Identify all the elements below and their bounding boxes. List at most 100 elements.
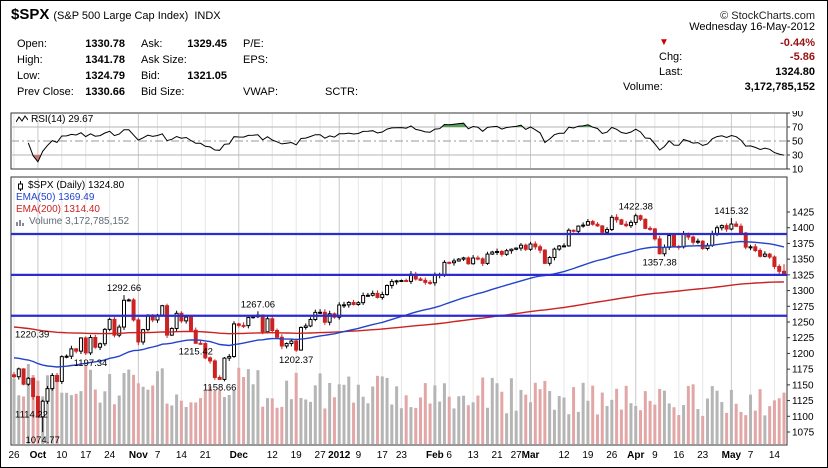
rsi-oversold-fill xyxy=(32,155,41,162)
date-axis-label: 13 xyxy=(468,450,480,461)
price-annotation: 1292.66 xyxy=(107,283,141,294)
date-axis-label: Dec xyxy=(230,450,249,461)
symbol: $SPX xyxy=(11,6,50,23)
price-axis-label: 1100 xyxy=(792,412,814,423)
symbol-legend-row: $SPX (Daily) 1324.80 xyxy=(16,180,129,192)
ema200-legend-text: EMA(200) 1314.40 xyxy=(16,204,100,215)
ema200-line xyxy=(13,281,785,335)
volume-legend-row: Volume 3,172,785,152 xyxy=(16,216,129,228)
date-axis-label: 27 xyxy=(315,450,327,461)
quote-label: Bid: xyxy=(141,70,160,82)
rsi-line xyxy=(27,122,785,163)
quote-value: 1330.66 xyxy=(85,86,125,98)
symbol-legend-text: $SPX (Daily) 1324.80 xyxy=(28,180,125,191)
quote-label: Bid Size: xyxy=(141,86,185,98)
date-axis-label: 26 xyxy=(8,450,20,461)
price-annotation: 1415.32 xyxy=(714,206,748,217)
price-annotation: 1158.66 xyxy=(203,382,237,393)
quote-value: 1330.78 xyxy=(85,38,125,50)
ema50-legend-text: EMA(50) 1369.49 xyxy=(16,192,95,203)
volume-value: 3,172,785,152 xyxy=(744,81,815,93)
price-axis-label: 1425 xyxy=(792,208,815,219)
price-axis-label: 1400 xyxy=(792,223,815,234)
price-axis-label: 1325 xyxy=(792,270,815,281)
price-annotation: 1267.06 xyxy=(241,299,275,310)
price-axis-label: 1375 xyxy=(792,239,815,250)
price-axis-label: 1200 xyxy=(792,349,815,360)
price-axis-label: 1275 xyxy=(792,302,815,313)
ema50-line xyxy=(13,240,785,368)
quote-grid: Open: 1330.78 Ask: 1329.45 P/E: High: 1341.78… xyxy=(17,38,358,102)
quote-value: 1321.05 xyxy=(187,70,227,82)
price-legend: $SPX (Daily) 1324.80 EMA(50) 1369.49 EMA… xyxy=(16,180,129,228)
last-value: 1324.80 xyxy=(775,66,815,78)
rsi-axis-label: 30 xyxy=(792,151,804,162)
date-axis-label: Nov xyxy=(129,450,148,461)
date-axis-label: 19 xyxy=(582,450,594,461)
quote-label: Ask: xyxy=(141,38,163,50)
quote-label: VWAP: xyxy=(243,86,279,98)
quote-value: 1329.45 xyxy=(187,38,227,50)
rsi-legend-text: RSI(14) 29.67 xyxy=(31,114,94,125)
date-axis-label: 23 xyxy=(697,450,709,461)
quote-value: 1341.78 xyxy=(85,54,125,66)
rsi-axis-label: 10 xyxy=(792,165,804,176)
rsi-overbought-fill xyxy=(441,123,467,127)
quote-label: Prev Close: xyxy=(17,86,74,98)
date-axis-label: 9 xyxy=(652,450,658,461)
price-axis-label: 1225 xyxy=(792,333,815,344)
volume-legend-text: Volume 3,172,785,152 xyxy=(29,216,130,227)
rsi-panel: 90 70 50 30 10 xyxy=(10,111,804,176)
price-annotation: 1422.38 xyxy=(619,202,653,213)
date-axis-label: 16 xyxy=(673,450,685,461)
quote-value: 1324.79 xyxy=(85,70,125,82)
date-axis-label: Apr xyxy=(627,450,644,461)
rsi-legend: RSI(14) 29.67 xyxy=(16,114,93,125)
date-axis-label: 21 xyxy=(491,450,503,461)
date-axis-label: May xyxy=(722,450,742,461)
price-frame xyxy=(10,176,788,446)
volume-row: Volume: 3,172,785,152 xyxy=(623,81,815,96)
chg-row: Chg: -5.86 xyxy=(623,51,815,66)
chg-value: -5.86 xyxy=(789,51,815,63)
symbol-description: (S&P 500 Large Cap Index) xyxy=(53,10,189,22)
date-axis-label: 12 xyxy=(558,450,570,461)
date-axis-label: 19 xyxy=(291,450,303,461)
last-row: Last: 1324.80 xyxy=(623,66,815,81)
ema200-legend-row: EMA(200) 1314.40 xyxy=(16,204,129,216)
rsi-line-icon xyxy=(16,115,28,123)
price-axis-label: 1350 xyxy=(792,255,815,266)
chg-label: Chg: xyxy=(659,51,683,63)
quote-label: High: xyxy=(17,54,43,66)
price-annotation: 1197.34 xyxy=(74,358,108,369)
chart-header: $SPX (S&P 500 Large Cap Index) INDX © Stoc… xyxy=(11,6,815,24)
price-annotation: 1202.37 xyxy=(279,355,313,366)
quote-label: P/E: xyxy=(243,38,264,50)
date-axis-label: 10 xyxy=(56,450,68,461)
date-axis-label: 7 xyxy=(155,450,161,461)
symbol-title: $SPX (S&P 500 Large Cap Index) INDX xyxy=(11,6,221,24)
date-axis-label: 17 xyxy=(377,450,389,461)
rsi-axis-label: 70 xyxy=(792,123,804,134)
copyright-text: © StockCharts.com xyxy=(720,10,815,22)
price-annotation: 1220.39 xyxy=(15,330,49,341)
candlesticks xyxy=(12,213,786,433)
date-axis-label: 2012 xyxy=(328,450,351,461)
volume-label: Volume: xyxy=(623,81,663,93)
price-axis-label: 1175 xyxy=(792,365,814,376)
date-axis-label: 26 xyxy=(606,450,618,461)
date-axis-label: 6 xyxy=(446,450,452,461)
date-axis-label: Feb xyxy=(426,450,444,461)
quote-change-block: Wednesday 16-May-2012 ▼ -0.44% Chg: -5.86… xyxy=(623,21,815,96)
rsi-axis-label: 90 xyxy=(792,111,804,120)
volume-bars-icon xyxy=(16,220,24,226)
date-axis-label: 12 xyxy=(267,450,279,461)
price-annotation: 1215.42 xyxy=(179,347,213,358)
date-axis-label: 21 xyxy=(200,450,212,461)
quote-label: EPS: xyxy=(243,54,269,66)
volume-bars xyxy=(12,364,786,444)
price-axis-label: 1125 xyxy=(792,396,814,407)
price-axis-label: 1075 xyxy=(792,428,815,439)
date-axis-label: 17 xyxy=(80,450,92,461)
